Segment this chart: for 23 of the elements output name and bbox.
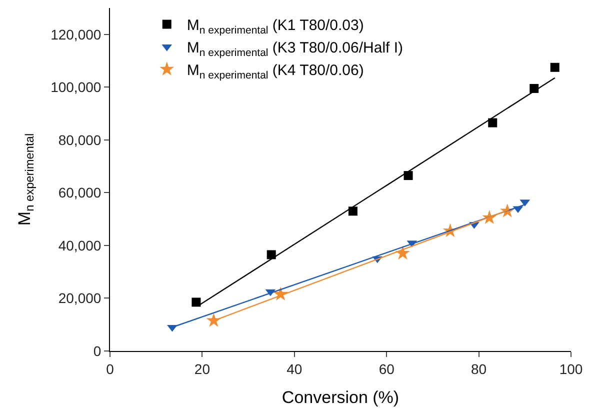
y-tick-label: 0 <box>93 342 102 359</box>
point <box>404 171 413 180</box>
x-tick-label: 20 <box>194 360 210 377</box>
point <box>266 250 276 260</box>
x-tick-label: 0 <box>106 360 114 377</box>
x-axis-title: Conversion (%) <box>282 388 400 408</box>
x-tick-label: 60 <box>378 360 395 377</box>
y-tick-label: 40,000 <box>58 237 102 254</box>
x-tick-label: 80 <box>471 360 487 377</box>
point <box>192 298 201 307</box>
point <box>488 118 498 128</box>
y-tick-label: 120,000 <box>50 26 102 42</box>
legend-label: M$_{n experimental}$ (K4 T80/0.06) <box>186 62 364 82</box>
x-tick-label: 100 <box>559 360 583 377</box>
y-tick-label: 60,000 <box>58 184 102 201</box>
legend-label: M$_{n experimental}$ (K3 T80/0.06/Half I) <box>186 40 404 59</box>
point <box>550 62 560 72</box>
point <box>348 206 358 216</box>
y-tick-label: 80,000 <box>58 132 102 148</box>
y-tick-label: 100,000 <box>50 79 102 96</box>
x-tick-label: 40 <box>286 360 302 377</box>
legend-label: M$_{n experimental}$ (K1 T80/0.03) <box>186 17 364 36</box>
y-tick-label: 20,000 <box>58 290 102 306</box>
